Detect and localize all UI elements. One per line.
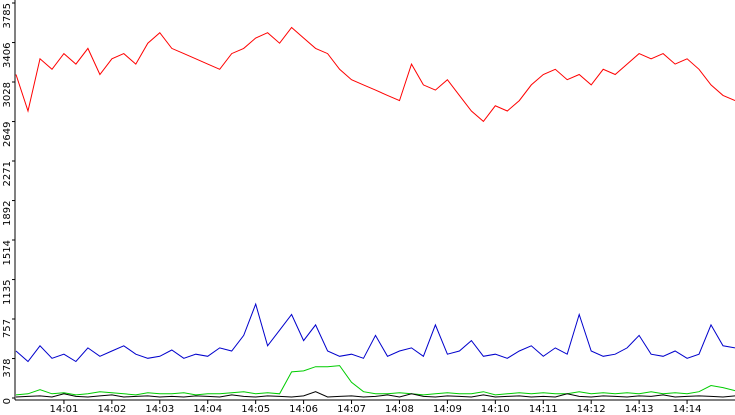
y-tick-label: 3785	[2, 3, 13, 28]
y-tick-label: 3028	[2, 82, 13, 107]
x-tick-label: 14:02	[97, 404, 126, 415]
y-tick-label: 378	[2, 359, 13, 378]
y-tick-label: 757	[2, 319, 13, 338]
y-tick-label: 2649	[2, 122, 13, 147]
y-tick-label: 2271	[2, 161, 13, 186]
x-tick-label: 14:11	[529, 404, 558, 415]
x-tick-label: 14:10	[481, 404, 510, 415]
series-line	[15, 26, 735, 123]
x-tick-label: 14:03	[145, 404, 174, 415]
y-tick-label: 1514	[2, 240, 13, 265]
x-tick-label: 14:14	[673, 404, 702, 415]
x-tick-label: 14:04	[193, 404, 222, 415]
series-line	[15, 302, 735, 363]
x-tick-label: 14:07	[337, 404, 366, 415]
y-tick-label: 1135	[2, 280, 13, 305]
x-tick-label: 14:12	[577, 404, 606, 415]
y-tick-label: 1892	[2, 201, 13, 226]
x-tick-label: 14:06	[289, 404, 318, 415]
series-line	[15, 391, 735, 398]
x-tick-label: 14:01	[50, 404, 79, 415]
x-tick-label: 14:09	[433, 404, 462, 415]
x-tick-label: 14:13	[625, 404, 654, 415]
y-tick-label: 0	[2, 398, 13, 404]
x-tick-label: 14:08	[385, 404, 414, 415]
x-tick-label: 14:05	[241, 404, 270, 415]
series-line	[15, 365, 735, 396]
y-tick-label: 3406	[2, 43, 13, 68]
